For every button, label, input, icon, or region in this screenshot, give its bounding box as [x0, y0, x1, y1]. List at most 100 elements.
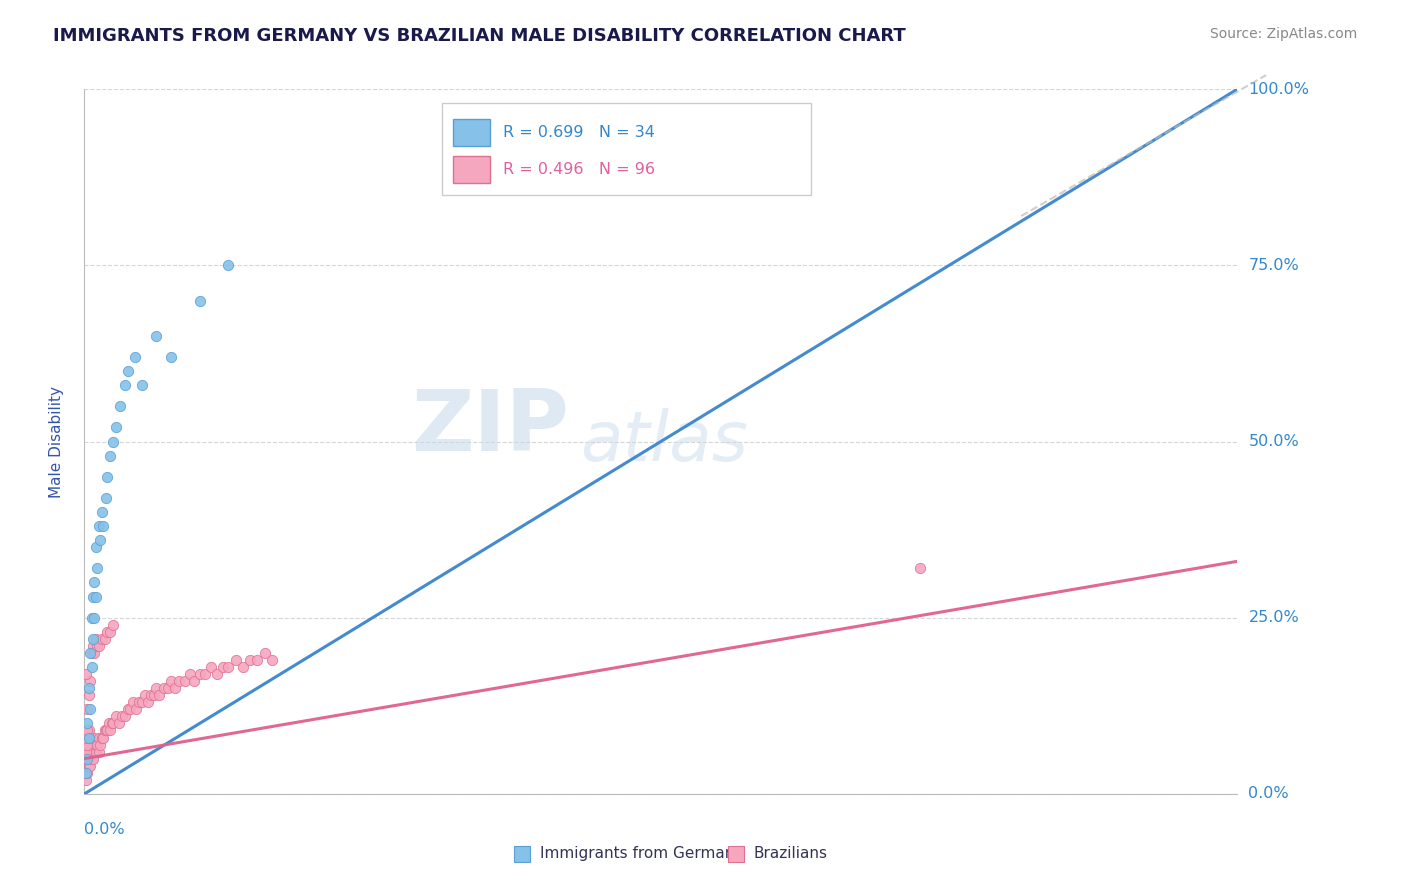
- Point: [76, 751, 98, 765]
- Bar: [453, 156, 491, 183]
- Point: [211, 660, 233, 674]
- Point: [77, 758, 100, 772]
- Point: [200, 660, 222, 674]
- Point: [77, 731, 100, 745]
- Point: [94, 491, 117, 505]
- Point: [80, 731, 103, 745]
- Point: [179, 667, 201, 681]
- Point: [120, 702, 142, 716]
- Point: [79, 674, 101, 689]
- Point: [148, 688, 170, 702]
- Point: [160, 674, 183, 689]
- Point: [84, 745, 107, 759]
- Point: [83, 646, 105, 660]
- Point: [218, 660, 240, 674]
- Point: [83, 575, 105, 590]
- Text: 25.0%: 25.0%: [1249, 610, 1299, 625]
- Point: [97, 716, 120, 731]
- Point: [188, 667, 211, 681]
- Point: [239, 653, 262, 667]
- Point: [174, 674, 197, 689]
- Point: [139, 688, 162, 702]
- Point: [910, 561, 932, 575]
- Point: [76, 751, 98, 765]
- Point: [75, 745, 97, 759]
- Point: [93, 632, 115, 646]
- Point: [76, 758, 98, 772]
- Point: [90, 505, 112, 519]
- Text: IMMIGRANTS FROM GERMANY VS BRAZILIAN MALE DISABILITY CORRELATION CHART: IMMIGRANTS FROM GERMANY VS BRAZILIAN MAL…: [53, 27, 907, 45]
- Point: [80, 610, 103, 624]
- Point: [77, 723, 100, 738]
- Point: [86, 639, 108, 653]
- Point: [84, 738, 107, 752]
- Point: [134, 688, 156, 702]
- Point: [165, 681, 187, 696]
- Point: [82, 738, 104, 752]
- Text: atlas: atlas: [581, 408, 748, 475]
- Point: [77, 751, 100, 765]
- Text: 0.0%: 0.0%: [1249, 787, 1289, 801]
- Point: [91, 731, 114, 745]
- Point: [103, 716, 124, 731]
- Point: [105, 420, 128, 434]
- Point: [246, 653, 269, 667]
- Point: [75, 731, 97, 745]
- Point: [145, 328, 167, 343]
- Point: [76, 738, 98, 752]
- Point: [122, 695, 145, 709]
- Point: [94, 723, 117, 738]
- Point: [80, 745, 103, 759]
- Point: [76, 738, 98, 752]
- Point: [205, 667, 228, 681]
- Point: [232, 660, 254, 674]
- Point: [188, 293, 211, 308]
- Point: [82, 590, 104, 604]
- Point: [96, 723, 118, 738]
- Point: [80, 660, 103, 674]
- Point: [87, 519, 110, 533]
- Point: [76, 716, 98, 731]
- Text: Immigrants from Germany: Immigrants from Germany: [540, 847, 744, 862]
- Text: 50.0%: 50.0%: [1249, 434, 1299, 449]
- Point: [114, 378, 136, 392]
- Point: [93, 723, 115, 738]
- Point: [91, 519, 114, 533]
- Point: [145, 681, 167, 696]
- Point: [142, 688, 165, 702]
- Point: [117, 364, 139, 378]
- Point: [110, 399, 132, 413]
- Point: [87, 731, 110, 745]
- Point: [90, 731, 112, 745]
- Point: [108, 716, 131, 731]
- Point: [83, 745, 105, 759]
- Point: [82, 751, 104, 765]
- Point: [84, 632, 107, 646]
- Point: [75, 745, 97, 759]
- Point: [79, 738, 101, 752]
- Point: [136, 695, 159, 709]
- Point: [131, 378, 153, 392]
- Point: [83, 610, 105, 624]
- Point: [169, 674, 191, 689]
- Point: [87, 639, 110, 653]
- Text: 75.0%: 75.0%: [1249, 258, 1299, 273]
- Point: [79, 702, 101, 716]
- Point: [84, 590, 107, 604]
- Point: [77, 745, 100, 759]
- Text: R = 0.699   N = 34: R = 0.699 N = 34: [503, 125, 655, 140]
- Point: [79, 745, 101, 759]
- Point: [125, 702, 148, 716]
- Point: [77, 681, 100, 696]
- Point: [103, 434, 124, 449]
- Point: [79, 758, 101, 772]
- Point: [80, 646, 103, 660]
- Point: [79, 646, 101, 660]
- Point: [86, 561, 108, 575]
- Point: [90, 632, 112, 646]
- Point: [105, 709, 128, 723]
- Text: ZIP: ZIP: [411, 386, 568, 469]
- Point: [253, 646, 276, 660]
- Point: [76, 765, 98, 780]
- Point: [75, 772, 97, 787]
